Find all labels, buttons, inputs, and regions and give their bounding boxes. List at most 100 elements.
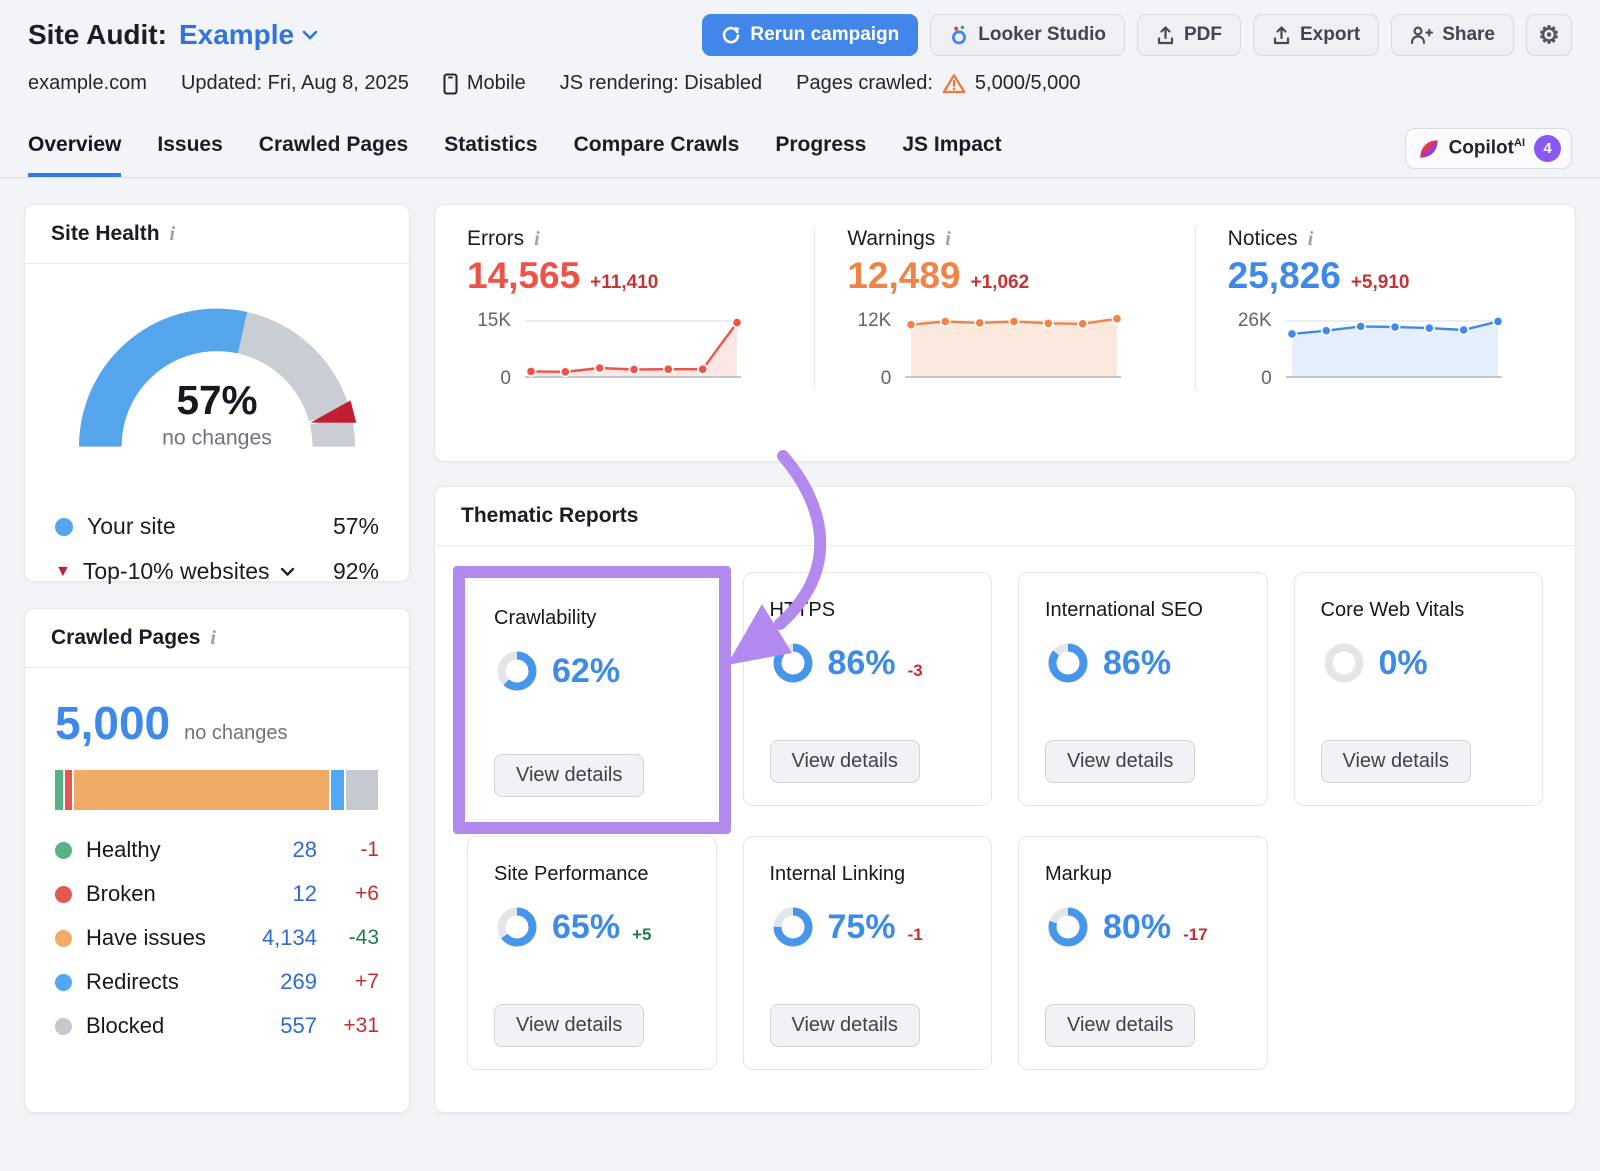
info-icon[interactable]: i bbox=[1307, 227, 1314, 250]
header: Site Audit: Example Rerun campaign Looke… bbox=[0, 0, 1600, 95]
thematic-report-card-international-seo: International SEO 86% View details bbox=[1018, 572, 1268, 806]
thematic-cell: Markup 80% -17 View details bbox=[1018, 836, 1268, 1070]
blue-dot-icon bbox=[55, 517, 73, 536]
thematic-card-title: HTTPS bbox=[769, 599, 836, 621]
score-percent: 86% bbox=[1103, 643, 1172, 682]
info-icon[interactable]: i bbox=[169, 222, 176, 245]
tab-overview[interactable]: Overview bbox=[28, 119, 122, 177]
info-icon[interactable]: i bbox=[534, 227, 540, 250]
axis-zero-label: 0 bbox=[500, 368, 511, 389]
score-percent: 75% bbox=[827, 907, 896, 946]
site-health-legend: Your site 57% ▼ Top-10% websites 92% bbox=[25, 464, 409, 594]
site-health-card: Site Health i 57% no changes Your site 57… bbox=[24, 204, 410, 584]
tab-js-impact[interactable]: JS Impact bbox=[902, 133, 1002, 156]
legend-row-broken: Broken 12 +6 bbox=[55, 872, 379, 916]
thematic-report-card-site-performance: Site Performance 65% +5 View details bbox=[467, 836, 717, 1070]
thematic-report-card-core-web-vitals: Core Web Vitals 0% View details bbox=[1293, 572, 1543, 806]
thematic-reports-title: Thematic Reports bbox=[461, 504, 639, 527]
axis-max-label: 15K bbox=[477, 310, 511, 331]
warning-triangle-icon bbox=[942, 74, 966, 94]
legend-dot-icon bbox=[55, 929, 72, 947]
page-title: Site Audit: bbox=[28, 19, 167, 50]
legend-dot-icon bbox=[55, 841, 72, 859]
legend-row-your-site: Your site 57% bbox=[55, 504, 379, 549]
view-details-button[interactable]: View details bbox=[1320, 740, 1471, 783]
axis-max-label: 12K bbox=[857, 310, 892, 331]
svg-text:57%: 57% bbox=[176, 377, 257, 423]
legend-value: 12 bbox=[292, 881, 317, 906]
rerun-campaign-button[interactable]: Rerun campaign bbox=[702, 14, 919, 56]
bar-segment-redirects bbox=[330, 770, 344, 810]
thematic-cell: Core Web Vitals 0% View details bbox=[1293, 572, 1543, 806]
legend-label: Redirects bbox=[86, 969, 179, 994]
crawled-pages-card: Crawled Pages i 5,000 no changes Healthy… bbox=[24, 608, 410, 1113]
legend-dot-icon bbox=[55, 1017, 72, 1035]
settings-button[interactable]: ⚙ bbox=[1526, 14, 1572, 56]
thematic-report-card-markup: Markup 80% -17 View details bbox=[1018, 836, 1268, 1070]
upload-icon bbox=[1273, 25, 1290, 44]
info-icon[interactable]: i bbox=[210, 626, 216, 649]
tab-progress[interactable]: Progress bbox=[775, 133, 867, 156]
pdf-button[interactable]: PDF bbox=[1137, 14, 1241, 56]
spark-axis-labels: 15K 0 bbox=[467, 311, 511, 389]
export-button[interactable]: Export bbox=[1253, 14, 1380, 56]
copilot-button[interactable]: CopilotAI 4 bbox=[1404, 128, 1572, 169]
legend-value: 28 bbox=[292, 837, 317, 862]
info-icon[interactable]: i bbox=[945, 227, 951, 250]
tab-crawled-pages[interactable]: Crawled Pages bbox=[258, 133, 409, 156]
thematic-report-card-internal-linking: Internal Linking 75% -1 View details bbox=[742, 836, 992, 1070]
legend-value: 557 bbox=[280, 1013, 317, 1038]
axis-zero-label: 0 bbox=[880, 368, 892, 389]
legend-dot-icon bbox=[55, 885, 72, 903]
share-button[interactable]: Share bbox=[1391, 14, 1514, 56]
crawled-pages-legend: Healthy 28 -1 Broken 12 +6 Have issues 4,134 -43… bbox=[25, 810, 409, 1056]
tab-compare-crawls[interactable]: Compare Crawls bbox=[573, 133, 740, 156]
thematic-card-title: Core Web Vitals bbox=[1320, 599, 1465, 621]
crawled-pages-title: Crawled Pages bbox=[51, 626, 201, 649]
stat-change: +1,062 bbox=[970, 272, 1030, 293]
legend-change: -43 bbox=[348, 926, 379, 949]
stat-title: Warnings bbox=[847, 227, 936, 250]
project-dropdown[interactable]: Example bbox=[179, 19, 318, 51]
chevron-down-icon bbox=[302, 30, 318, 40]
view-details-button[interactable]: View details bbox=[769, 740, 920, 783]
chevron-down-icon[interactable] bbox=[280, 567, 295, 577]
view-details-button[interactable]: View details bbox=[494, 754, 645, 797]
legend-row-healthy: Healthy 28 -1 bbox=[55, 828, 379, 872]
thematic-cell: HTTPS 86% -3 View details bbox=[742, 572, 992, 806]
tab-issues[interactable]: Issues bbox=[157, 133, 223, 156]
tab-statistics[interactable]: Statistics bbox=[444, 133, 538, 156]
thematic-card-title: Crawlability bbox=[494, 607, 597, 629]
looker-studio-label: Looker Studio bbox=[978, 24, 1106, 45]
view-details-button[interactable]: View details bbox=[1045, 740, 1196, 783]
view-details-button[interactable]: View details bbox=[769, 1004, 920, 1047]
legend-dot-icon bbox=[55, 973, 72, 991]
score-change: -17 bbox=[1183, 925, 1208, 944]
spark-axis-labels: 12K 0 bbox=[847, 310, 892, 389]
thematic-reports-grid: Crawlability 62% View details HTTPS 86% … bbox=[435, 546, 1575, 1100]
site-health-gauge: 57% no changes bbox=[79, 308, 357, 450]
looker-studio-button[interactable]: Looker Studio bbox=[930, 14, 1125, 56]
view-details-button[interactable]: View details bbox=[1045, 1004, 1196, 1047]
main-content: Site Health i 57% no changes Your site 57… bbox=[0, 178, 1600, 1113]
thematic-cell: Crawlability 62% View details bbox=[453, 566, 731, 834]
legend-label: Top-10% websites bbox=[82, 558, 270, 584]
legend-change: +7 bbox=[355, 970, 379, 993]
upload-icon bbox=[1157, 25, 1174, 44]
tabs: Overview Issues Crawled Pages Statistics Com… bbox=[28, 119, 1002, 177]
legend-label: Have issues bbox=[86, 925, 206, 950]
legend-value: 57% bbox=[332, 513, 379, 539]
last-updated: Updated: Fri, Aug 8, 2025 bbox=[180, 72, 409, 94]
score-ring-chart bbox=[773, 907, 812, 947]
share-label: Share bbox=[1442, 24, 1495, 45]
rerun-campaign-label: Rerun campaign bbox=[750, 24, 900, 45]
view-details-button[interactable]: View details bbox=[494, 1004, 645, 1047]
legend-row-have-issues: Have issues 4,134 -43 bbox=[55, 916, 379, 960]
stat-value: 12,489 bbox=[847, 255, 961, 296]
legend-value: 92% bbox=[332, 558, 379, 584]
device-meta: Mobile bbox=[443, 72, 526, 95]
js-rendering-meta: JS rendering: Disabled bbox=[559, 72, 763, 94]
copilot-icon bbox=[1419, 139, 1438, 158]
legend-value: 269 bbox=[280, 969, 317, 994]
